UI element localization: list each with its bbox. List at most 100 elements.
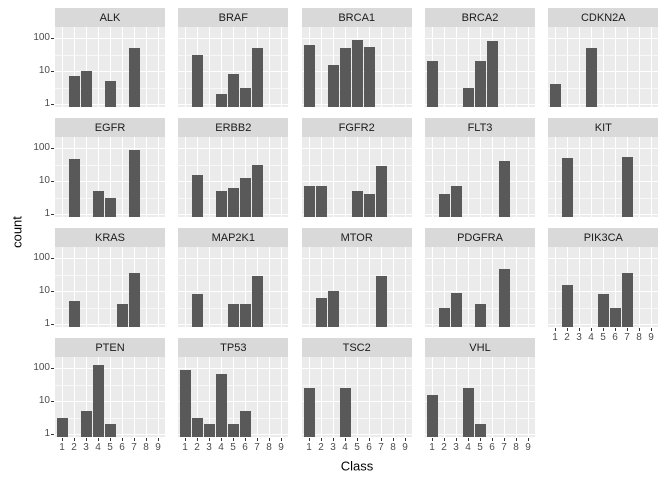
gridline-vertical xyxy=(269,27,271,107)
gridline-vertical xyxy=(432,137,433,217)
gridline-vertical xyxy=(74,247,75,327)
bar-class-6 xyxy=(240,88,252,107)
facet-strip-label: ALK xyxy=(99,11,121,24)
gridline-vertical xyxy=(185,27,187,107)
gridline-vertical xyxy=(516,357,517,437)
x-tick-mark xyxy=(639,328,640,331)
gridline-vertical xyxy=(122,247,123,327)
bar-class-6 xyxy=(240,304,252,327)
gridline-vertical xyxy=(456,137,457,217)
x-tick-label: 9 xyxy=(402,442,408,453)
facet-strip-label: FLT3 xyxy=(467,121,493,134)
x-tick-label: 9 xyxy=(278,442,284,453)
y-tick-mark xyxy=(51,368,54,369)
facet-strip-label: ERBB2 xyxy=(215,121,252,134)
x-tick-label: 1 xyxy=(306,442,312,453)
x-tick-label: 2 xyxy=(318,442,324,453)
x-tick-mark xyxy=(221,438,222,441)
x-tick-mark xyxy=(257,438,258,441)
x-tick-mark xyxy=(321,438,322,441)
gridline-vertical xyxy=(516,27,517,107)
gridline-vertical xyxy=(221,247,223,327)
bar-class-2 xyxy=(69,76,80,107)
facet-strip: PTEN xyxy=(55,338,165,357)
x-tick-mark xyxy=(209,438,210,441)
gridline-vertical xyxy=(615,137,617,217)
gridline-vertical xyxy=(269,247,271,327)
gridline-vertical xyxy=(269,137,271,217)
gridline-vertical xyxy=(368,357,370,437)
x-tick-mark xyxy=(480,438,481,441)
facet-panel xyxy=(425,27,535,107)
x-tick-mark xyxy=(197,438,198,441)
gridline-vertical xyxy=(62,357,63,437)
gridline-vertical xyxy=(380,27,382,107)
gridline-vertical xyxy=(245,137,247,217)
facet-panel xyxy=(55,27,165,107)
x-tick-mark xyxy=(146,438,147,441)
gridline-vertical xyxy=(158,27,159,107)
gridline-vertical xyxy=(456,27,457,107)
gridline-vertical xyxy=(209,27,211,107)
facet-strip: MAP2K1 xyxy=(178,228,289,247)
gridline-vertical xyxy=(639,247,641,327)
y-tick-mark xyxy=(51,291,54,292)
gridline-vertical xyxy=(432,247,433,327)
gridline-vertical xyxy=(603,137,605,217)
y-tick-label: 10 xyxy=(38,65,50,76)
facet-panel xyxy=(178,357,289,437)
gridline-vertical xyxy=(281,357,283,437)
gridline-vertical xyxy=(468,247,469,327)
bar-class-1 xyxy=(303,186,315,217)
x-tick-label: 6 xyxy=(612,332,618,343)
gridline-vertical xyxy=(368,137,370,217)
gridline-vertical xyxy=(98,27,99,107)
gridline-vertical xyxy=(615,247,617,327)
x-tick-mark xyxy=(528,438,529,441)
facet-panel xyxy=(301,247,412,327)
facet-panel xyxy=(301,357,412,437)
bar-class-6 xyxy=(363,47,375,107)
facet-strip: EGFR xyxy=(55,118,165,137)
gridline-vertical xyxy=(528,357,529,437)
gridline-vertical xyxy=(639,27,641,107)
gridline-vertical xyxy=(233,27,235,107)
x-tick-mark xyxy=(281,438,282,441)
x-tick-mark xyxy=(504,438,505,441)
facet-strip: ALK xyxy=(55,8,165,27)
gridline-vertical xyxy=(233,357,235,437)
gridline-vertical xyxy=(392,27,394,107)
x-tick-label: 7 xyxy=(501,442,507,453)
gridline-vertical xyxy=(344,247,346,327)
x-tick-mark xyxy=(444,438,445,441)
gridline-vertical xyxy=(245,27,247,107)
gridline-vertical xyxy=(468,27,469,107)
x-tick-label: 3 xyxy=(83,442,89,453)
gridline-vertical xyxy=(639,137,641,217)
gridline-vertical xyxy=(320,27,322,107)
gridline-vertical xyxy=(257,357,259,437)
facet-strip-label: PTEN xyxy=(95,341,125,354)
facet-strip-label: TSC2 xyxy=(342,341,371,354)
x-tick-label: 4 xyxy=(588,332,594,343)
bar-class-3 xyxy=(81,411,92,437)
bar-class-7 xyxy=(129,273,140,327)
x-tick-mark xyxy=(468,438,469,441)
bar-class-6 xyxy=(610,308,622,327)
gridline-vertical xyxy=(392,357,394,437)
gridline-vertical xyxy=(62,247,63,327)
gridline-vertical xyxy=(110,247,111,327)
x-tick-label: 1 xyxy=(59,442,65,453)
x-tick-label: 7 xyxy=(378,442,384,453)
bar-class-5 xyxy=(105,198,116,217)
gridline-vertical xyxy=(392,247,394,327)
x-tick-label: 4 xyxy=(95,442,101,453)
x-tick-label: 3 xyxy=(206,442,212,453)
gridline-vertical xyxy=(516,137,517,217)
gridline-vertical xyxy=(444,27,445,107)
bar-class-2 xyxy=(69,301,80,327)
x-tick-label: 2 xyxy=(194,442,200,453)
facet-strip-label: PDGFRA xyxy=(457,231,503,244)
facet-panel xyxy=(178,27,289,107)
gridline-vertical xyxy=(579,137,581,217)
